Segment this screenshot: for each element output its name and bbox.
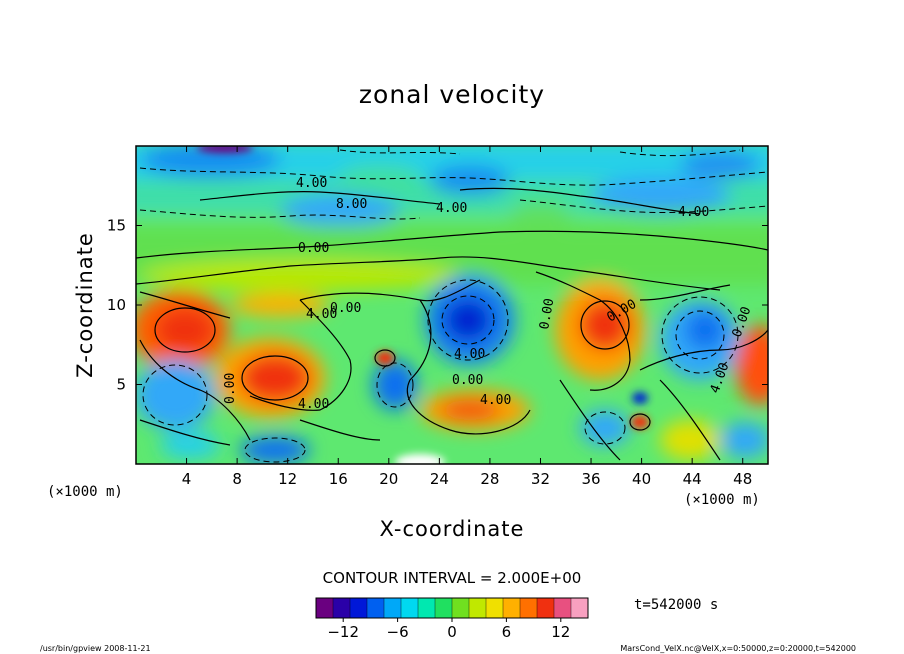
red-spot [631, 415, 649, 429]
colorbar-tick-label: 0 [447, 623, 457, 641]
upper-blue-patch [680, 151, 760, 179]
y-tick-label: 5 [116, 376, 126, 394]
contour-label: 4.00 [480, 393, 511, 408]
contour-label: 4.00 [298, 397, 329, 412]
x-tick-label: 20 [379, 470, 398, 488]
colorbar-swatch [367, 598, 385, 618]
blue-spot [632, 392, 648, 404]
colorbar-swatch [435, 598, 453, 618]
dashed-contour-lines [139, 149, 768, 463]
x-tick-label: 44 [683, 470, 702, 488]
colorbar-swatch [401, 598, 419, 618]
chart-title: zonal velocity [359, 80, 545, 109]
footer-right: MarsCond_VelX.nc@VelX,x=0:50000,z=0:2000… [620, 644, 856, 653]
x-tick-label: 36 [581, 470, 600, 488]
lower-red [440, 400, 500, 420]
colorbar-swatch [418, 598, 436, 618]
x-tick-label: 16 [329, 470, 348, 488]
contour-label: 0.00 [537, 297, 557, 330]
contour-label: 4.00 [454, 347, 485, 362]
colorbar-swatch [384, 598, 402, 618]
upper-green-patch [505, 203, 575, 227]
colorbar-tick-label: 12 [551, 623, 570, 641]
right-blue-core [685, 310, 725, 350]
contour-label: 4.00 [678, 205, 709, 220]
y-tick-label: 10 [107, 296, 126, 314]
x-tick-label: 8 [232, 470, 242, 488]
colorbar-swatch [571, 598, 589, 618]
contour-label: 4.00 [306, 307, 337, 322]
upper-blue-patch [430, 165, 510, 195]
center-left-red [240, 354, 310, 402]
center-blue-core [444, 298, 492, 342]
contour-label: 4.00 [296, 176, 327, 191]
far-right-red [735, 325, 768, 405]
colorbar-swatch [503, 598, 521, 618]
colorbar-swatch [520, 598, 538, 618]
colorbar-tick-label: 6 [502, 623, 512, 641]
red-spot [376, 351, 394, 365]
yellow-green-band [140, 259, 460, 291]
top-magenta-patch [197, 146, 253, 153]
colorbar-swatch [486, 598, 504, 618]
colorbar-swatch [316, 598, 334, 618]
upper-blue-patch [590, 177, 730, 213]
contour-lines [136, 187, 768, 461]
x-axis: 4 8 12 16 20 24 28 32 36 40 44 48 [182, 146, 752, 488]
bottom-yellow-patch [660, 420, 720, 460]
y-axis-label: Z-coordinate [73, 232, 97, 378]
colorbar-tick-label: −6 [387, 623, 409, 641]
y-axis: 5 10 15 [107, 217, 768, 394]
upper-green-patch [340, 165, 420, 185]
time-label: t=542000 s [634, 597, 718, 613]
bottom-blue-patch [720, 422, 768, 458]
bottom-blue-patch [580, 410, 630, 446]
lower-blue-streak [373, 360, 417, 410]
contour-label: 4.00 [436, 201, 467, 216]
y-tick-label: 15 [107, 217, 126, 235]
colorbar-swatch [469, 598, 487, 618]
left-red-core [155, 308, 215, 352]
x-tick-label: 32 [531, 470, 550, 488]
colorbar-swatch [554, 598, 572, 618]
colorbar-swatch [350, 598, 368, 618]
contour-label: 8.00 [336, 197, 367, 212]
bottom-blue-patch [240, 436, 310, 464]
colorbar-swatch [537, 598, 555, 618]
contour-label: 0.00 [330, 301, 361, 316]
x-unit-left: (×1000 m) [47, 484, 123, 500]
colorbar [316, 598, 589, 618]
x-tick-label: 48 [733, 470, 752, 488]
sharp-features [197, 146, 649, 464]
bottom-white-patch [395, 454, 445, 464]
colorbar-tick-label: −12 [327, 623, 359, 641]
left-blue-blob [136, 360, 215, 430]
x-axis-label: X-coordinate [380, 517, 525, 541]
plot-area: 4.00 8.00 4.00 4.00 0.00 4.00 0.00 0.00 … [136, 146, 768, 464]
colorbar-swatch [452, 598, 470, 618]
x-tick-label: 4 [182, 470, 192, 488]
colorbar-ticks: −12 −6 0 6 12 [327, 618, 570, 641]
bottom-cyan-patch [160, 431, 220, 459]
footer-left: /usr/bin/gpview 2008-11-21 [40, 644, 151, 653]
contour-label: 0.00 [298, 241, 329, 256]
contour-label: 0.00 [223, 373, 238, 404]
upper-blue-patch [140, 146, 280, 178]
x-tick-label: 40 [632, 470, 651, 488]
contour-interval: CONTOUR INTERVAL = 2.000E+00 [323, 569, 582, 587]
x-tick-label: 12 [278, 470, 297, 488]
right-red-core [580, 300, 630, 350]
x-tick-label: 24 [430, 470, 449, 488]
contour-label: 0.00 [452, 373, 483, 388]
x-tick-label: 28 [480, 470, 499, 488]
x-unit-right: (×1000 m) [684, 492, 760, 508]
colorbar-swatch [333, 598, 351, 618]
